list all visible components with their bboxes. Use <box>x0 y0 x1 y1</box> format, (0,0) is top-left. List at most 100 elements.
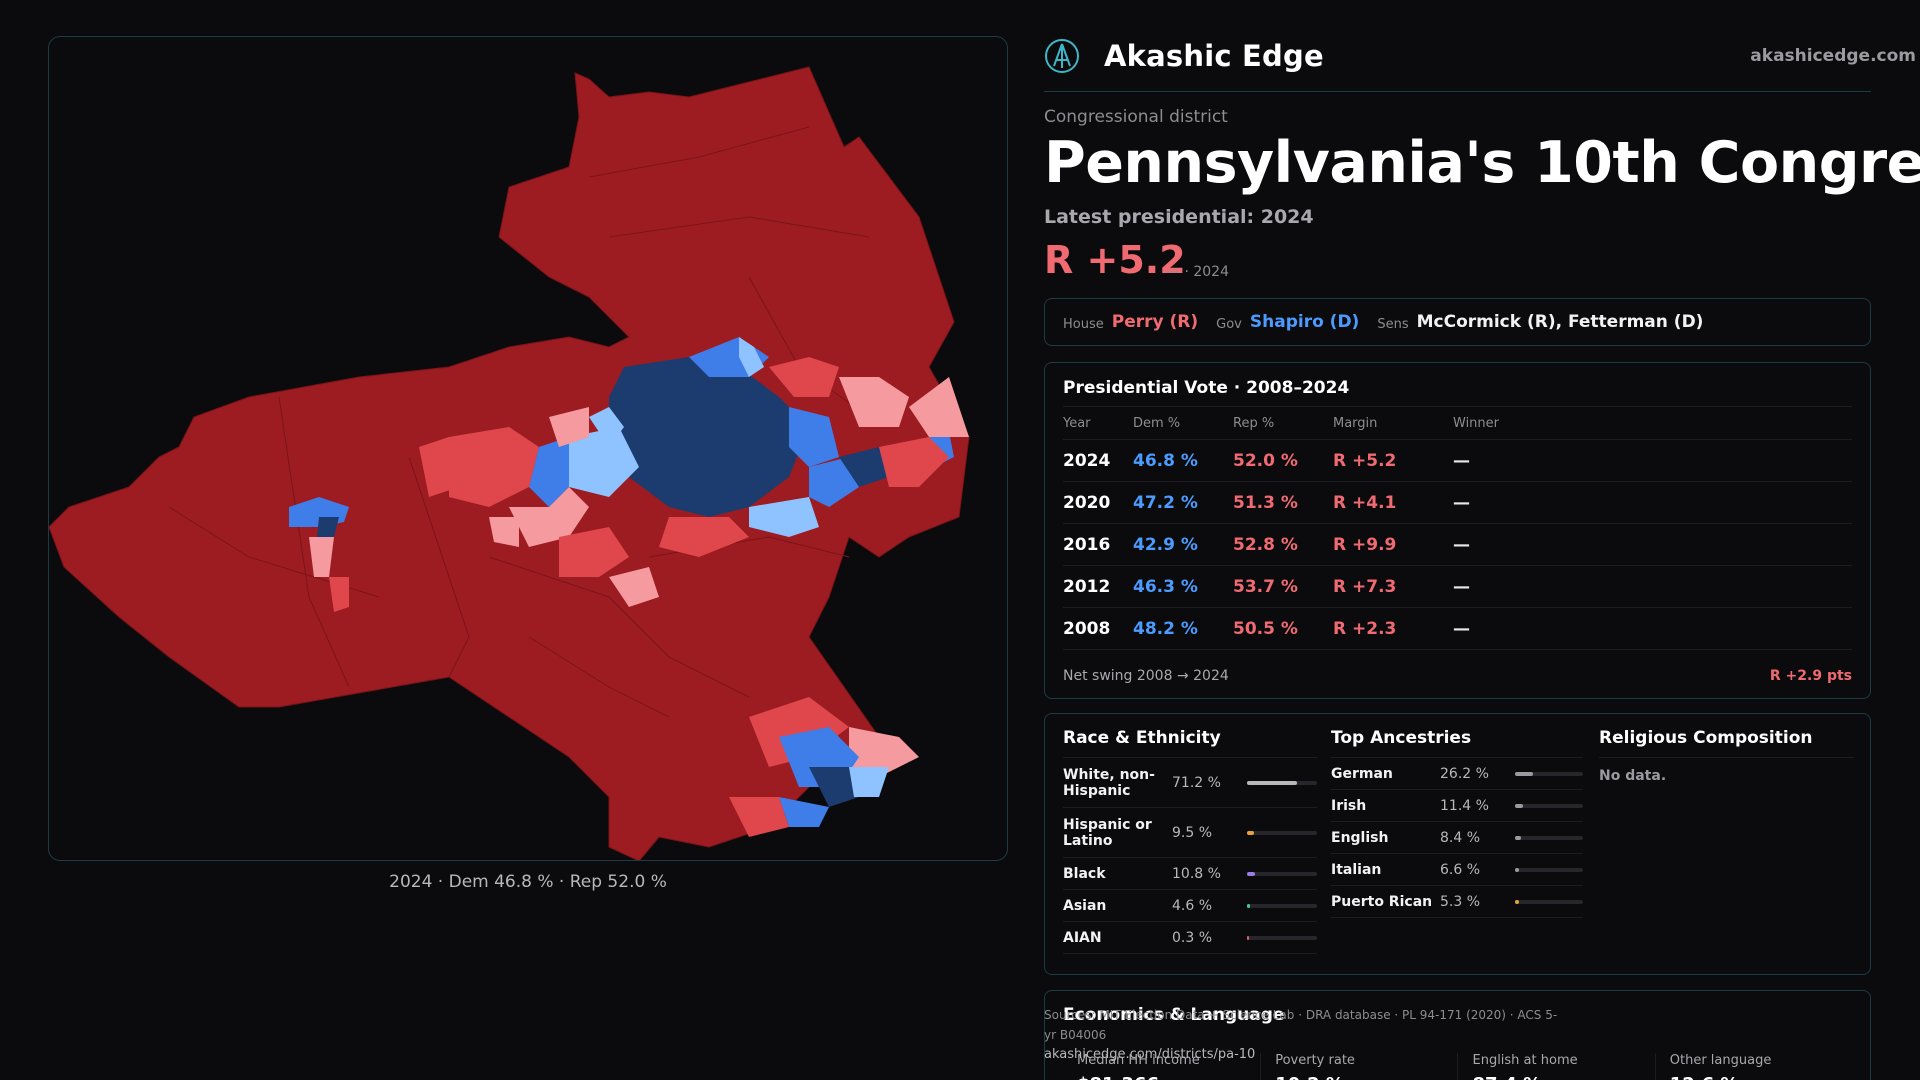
row-rep-pct: 53.7 % <box>1233 576 1298 597</box>
ancestry-name: English <box>1331 829 1389 846</box>
brand[interactable]: Akashic Edge <box>1044 36 1324 76</box>
house-label: House <box>1063 316 1104 332</box>
net-swing-value: R +2.9 pts <box>1769 668 1852 684</box>
demographics-card: Race & Ethnicity White, non-Hispanic 71.2… <box>1044 713 1871 975</box>
ancestry-pct: 11.4 % <box>1440 797 1489 814</box>
row-year: 2016 <box>1063 534 1111 555</box>
ancestry-name: Italian <box>1331 861 1382 878</box>
economics-stat-value: 87.4 % <box>1472 1074 1654 1080</box>
ancestry-pct: 8.4 % <box>1440 829 1481 846</box>
race-bar-fill <box>1247 830 1254 835</box>
row-dem-pct: 47.2 % <box>1133 492 1198 513</box>
presidential-row[interactable]: 2016 42.9 % 52.8 % R +9.9 — <box>1063 524 1852 566</box>
ancestry-name: Puerto Rican <box>1331 893 1433 910</box>
presidential-title: Presidential Vote · 2008–2024 <box>1063 378 1350 398</box>
race-name: Hispanic or Latino <box>1063 816 1152 849</box>
net-swing: Net swing 2008 → 2024 R +2.9 pts <box>1063 668 1852 684</box>
ancestry-bar-fill <box>1515 899 1519 904</box>
presidential-table-header: Year Dem % Rep % Margin Winner <box>1063 406 1852 440</box>
row-rep-pct: 51.3 % <box>1233 492 1298 513</box>
row-dem-pct: 48.2 % <box>1133 618 1198 639</box>
map-caption: 2024 · Dem 46.8 % · Rep 52.0 % <box>389 872 667 892</box>
race-bar <box>1247 871 1317 876</box>
senators[interactable]: McCormick (R), Fetterman (D) <box>1416 312 1704 332</box>
row-winner: — <box>1453 450 1470 471</box>
ancestry-bar-fill <box>1515 867 1520 872</box>
race-pct: 71.2 % <box>1172 774 1221 791</box>
row-year: 2024 <box>1063 450 1111 471</box>
race-pct: 9.5 % <box>1172 824 1213 841</box>
ancestry-bar <box>1515 899 1583 904</box>
ancestry-bar <box>1515 771 1583 776</box>
row-winner: — <box>1453 492 1470 513</box>
col-winner[interactable]: Winner <box>1453 415 1500 431</box>
row-year: 2012 <box>1063 576 1111 597</box>
ancestry-bar-fill <box>1515 771 1533 776</box>
race-name: Asian <box>1063 897 1107 914</box>
ancestry-pct: 26.2 % <box>1440 765 1489 782</box>
latest-margin-sub: — · 2024 <box>1166 264 1229 280</box>
presidential-row[interactable]: 2024 46.8 % 52.0 % R +5.2 — <box>1063 440 1852 482</box>
race-row: Asian 4.6 % <box>1063 890 1317 922</box>
col-dem[interactable]: Dem % <box>1133 415 1181 431</box>
race-row: Hispanic or Latino 9.5 % <box>1063 808 1317 858</box>
race-row: Black 10.8 % <box>1063 858 1317 890</box>
presidential-row[interactable]: 2008 48.2 % 50.5 % R +2.3 — <box>1063 608 1852 650</box>
carlisle-precincts <box>289 497 349 612</box>
race-pct: 10.8 % <box>1172 865 1221 882</box>
york-precincts <box>729 697 919 837</box>
economics-stat-value: $81,366 <box>1077 1074 1260 1080</box>
source-text: Sources: MIT Election Data + Science Lab… <box>1044 1008 1558 1042</box>
latest-margin: R +5.2 <box>1044 238 1186 282</box>
ancestry-bar <box>1515 803 1583 808</box>
col-rep[interactable]: Rep % <box>1233 415 1275 431</box>
race-bar-fill <box>1247 935 1249 940</box>
ancestry-bar <box>1515 835 1583 840</box>
economics-stat-value: 10.2 % <box>1275 1074 1457 1080</box>
presidential-row[interactable]: 2012 46.3 % 53.7 % R +7.3 — <box>1063 566 1852 608</box>
ancestries-section: Top Ancestries German 26.2 % Irish 11.4 % En… <box>1331 728 1583 918</box>
header-divider <box>1044 91 1871 92</box>
source-url[interactable]: akashicedge.com/districts/pa-10 <box>1044 1047 1256 1062</box>
district-detail-panel: Akashic Edge akashicedge.com Congression… <box>1044 0 1920 1080</box>
religion-empty: No data. <box>1599 768 1667 784</box>
ancestry-row: Puerto Rican 5.3 % <box>1331 886 1583 918</box>
ancestry-row: Italian 6.6 % <box>1331 854 1583 886</box>
col-year[interactable]: Year <box>1063 415 1091 431</box>
race-name: Black <box>1063 865 1106 882</box>
row-rep-pct: 52.8 % <box>1233 534 1298 555</box>
ancestry-bar-fill <box>1515 803 1523 808</box>
economics-stat: English at home 87.4 % <box>1457 1053 1654 1080</box>
race-bar-fill <box>1247 780 1297 785</box>
race-bar <box>1247 935 1317 940</box>
gov-label: Gov <box>1216 316 1242 332</box>
race-bar <box>1247 903 1317 908</box>
district-map-panel[interactable] <box>48 36 1008 861</box>
race-ethnicity-section: Race & Ethnicity White, non-Hispanic 71.2… <box>1063 728 1317 954</box>
ancestry-bar-fill <box>1515 835 1521 840</box>
row-winner: — <box>1453 576 1470 597</box>
suburban-precincts <box>419 357 969 607</box>
officials-bar: House Perry (R) Gov Shapiro (D) Sens McC… <box>1044 298 1871 346</box>
race-bar <box>1247 830 1317 835</box>
brand-url-link[interactable]: akashicedge.com <box>1750 46 1916 66</box>
page-kicker: Congressional district <box>1044 107 1228 127</box>
row-year: 2008 <box>1063 618 1111 639</box>
row-rep-pct: 52.0 % <box>1233 450 1298 471</box>
row-dem-pct: 46.8 % <box>1133 450 1198 471</box>
sens-label: Sens <box>1377 316 1409 332</box>
economics-stat-label: Poverty rate <box>1275 1053 1355 1068</box>
col-margin[interactable]: Margin <box>1333 415 1378 431</box>
economics-stat-label: Median HH income <box>1077 1053 1200 1068</box>
latest-presidential-label: Latest presidential: 2024 <box>1044 206 1314 228</box>
district-map[interactable] <box>49 37 1008 861</box>
race-bar-fill <box>1247 871 1255 876</box>
economics-card: Economics & Language Median HH income $81… <box>1044 990 1871 1080</box>
house-rep[interactable]: Perry (R) <box>1111 312 1199 332</box>
governor[interactable]: Shapiro (D) <box>1249 312 1360 332</box>
row-dem-pct: 46.3 % <box>1133 576 1198 597</box>
row-margin: R +4.1 <box>1333 492 1397 513</box>
presidential-vote-card: Presidential Vote · 2008–2024 Year Dem %… <box>1044 362 1871 699</box>
presidential-row[interactable]: 2020 47.2 % 51.3 % R +4.1 — <box>1063 482 1852 524</box>
economics-stat: Poverty rate 10.2 % <box>1260 1053 1457 1080</box>
